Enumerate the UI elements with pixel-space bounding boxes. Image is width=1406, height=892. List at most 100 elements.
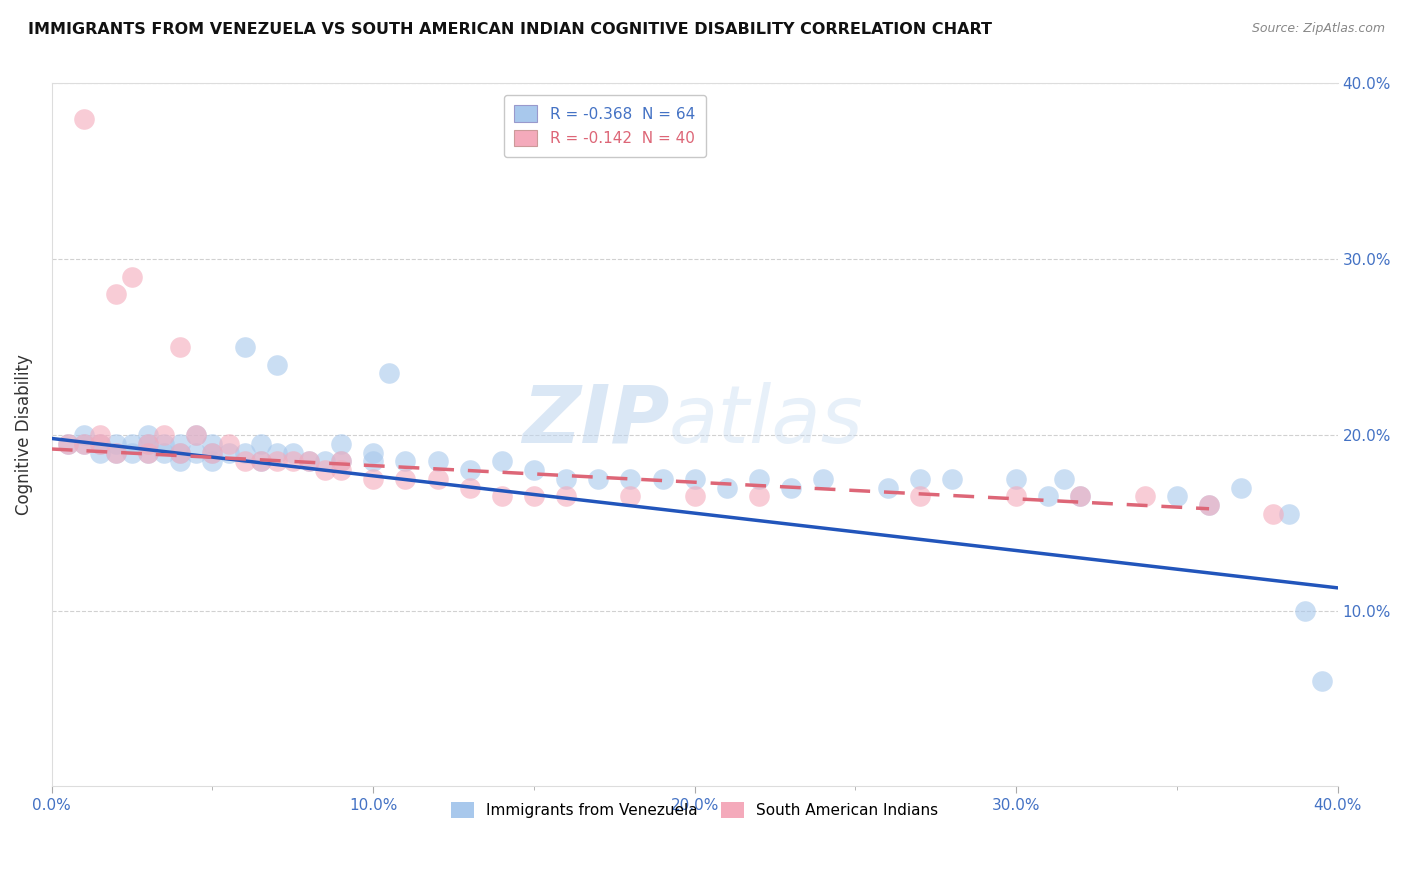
Point	[266, 445, 288, 459]
Point	[201, 445, 224, 459]
Point	[233, 445, 256, 459]
Point	[73, 112, 96, 126]
Point	[153, 428, 176, 442]
Point	[314, 454, 336, 468]
Point	[121, 445, 143, 459]
Text: IMMIGRANTS FROM VENEZUELA VS SOUTH AMERICAN INDIAN COGNITIVE DISABILITY CORRELAT: IMMIGRANTS FROM VENEZUELA VS SOUTH AMERI…	[28, 22, 993, 37]
Point	[56, 436, 79, 450]
Point	[1133, 490, 1156, 504]
Point	[1053, 472, 1076, 486]
Point	[1069, 490, 1091, 504]
Legend: Immigrants from Venezuela, South American Indians: Immigrants from Venezuela, South America…	[446, 796, 945, 824]
Point	[426, 472, 449, 486]
Point	[813, 472, 835, 486]
Point	[1005, 472, 1028, 486]
Point	[89, 445, 111, 459]
Point	[281, 445, 304, 459]
Point	[218, 436, 240, 450]
Point	[169, 454, 191, 468]
Point	[683, 472, 706, 486]
Point	[153, 445, 176, 459]
Text: ZIP: ZIP	[522, 382, 669, 460]
Point	[394, 454, 416, 468]
Point	[491, 454, 513, 468]
Point	[330, 463, 353, 477]
Point	[1263, 507, 1285, 521]
Point	[780, 481, 803, 495]
Point	[136, 436, 159, 450]
Point	[523, 463, 546, 477]
Point	[651, 472, 673, 486]
Point	[1166, 490, 1188, 504]
Point	[249, 454, 271, 468]
Point	[876, 481, 898, 495]
Point	[426, 454, 449, 468]
Point	[458, 481, 481, 495]
Point	[105, 436, 128, 450]
Point	[169, 436, 191, 450]
Point	[281, 454, 304, 468]
Point	[491, 490, 513, 504]
Point	[523, 490, 546, 504]
Point	[136, 445, 159, 459]
Point	[201, 454, 224, 468]
Point	[105, 445, 128, 459]
Point	[56, 436, 79, 450]
Point	[1278, 507, 1301, 521]
Point	[378, 367, 401, 381]
Point	[716, 481, 738, 495]
Point	[1310, 673, 1333, 688]
Point	[555, 472, 578, 486]
Point	[330, 436, 353, 450]
Point	[586, 472, 609, 486]
Point	[201, 436, 224, 450]
Point	[1230, 481, 1253, 495]
Point	[121, 269, 143, 284]
Point	[314, 463, 336, 477]
Point	[249, 454, 271, 468]
Point	[121, 436, 143, 450]
Point	[458, 463, 481, 477]
Point	[266, 358, 288, 372]
Point	[1295, 604, 1317, 618]
Point	[1198, 498, 1220, 512]
Point	[361, 445, 384, 459]
Point	[1198, 498, 1220, 512]
Point	[89, 436, 111, 450]
Point	[218, 445, 240, 459]
Point	[298, 454, 321, 468]
Point	[89, 436, 111, 450]
Point	[266, 454, 288, 468]
Point	[683, 490, 706, 504]
Point	[136, 428, 159, 442]
Point	[555, 490, 578, 504]
Point	[941, 472, 963, 486]
Point	[298, 454, 321, 468]
Point	[908, 472, 931, 486]
Point	[249, 436, 271, 450]
Point	[394, 472, 416, 486]
Point	[105, 287, 128, 301]
Point	[136, 436, 159, 450]
Point	[136, 445, 159, 459]
Point	[73, 428, 96, 442]
Point	[619, 490, 641, 504]
Point	[619, 472, 641, 486]
Text: Source: ZipAtlas.com: Source: ZipAtlas.com	[1251, 22, 1385, 36]
Point	[1005, 490, 1028, 504]
Point	[186, 445, 208, 459]
Text: atlas: atlas	[669, 382, 863, 460]
Point	[908, 490, 931, 504]
Point	[748, 490, 770, 504]
Point	[169, 445, 191, 459]
Point	[330, 454, 353, 468]
Point	[186, 428, 208, 442]
Point	[748, 472, 770, 486]
Point	[73, 436, 96, 450]
Point	[233, 454, 256, 468]
Point	[1038, 490, 1060, 504]
Point	[361, 472, 384, 486]
Point	[89, 428, 111, 442]
Point	[169, 340, 191, 354]
Point	[233, 340, 256, 354]
